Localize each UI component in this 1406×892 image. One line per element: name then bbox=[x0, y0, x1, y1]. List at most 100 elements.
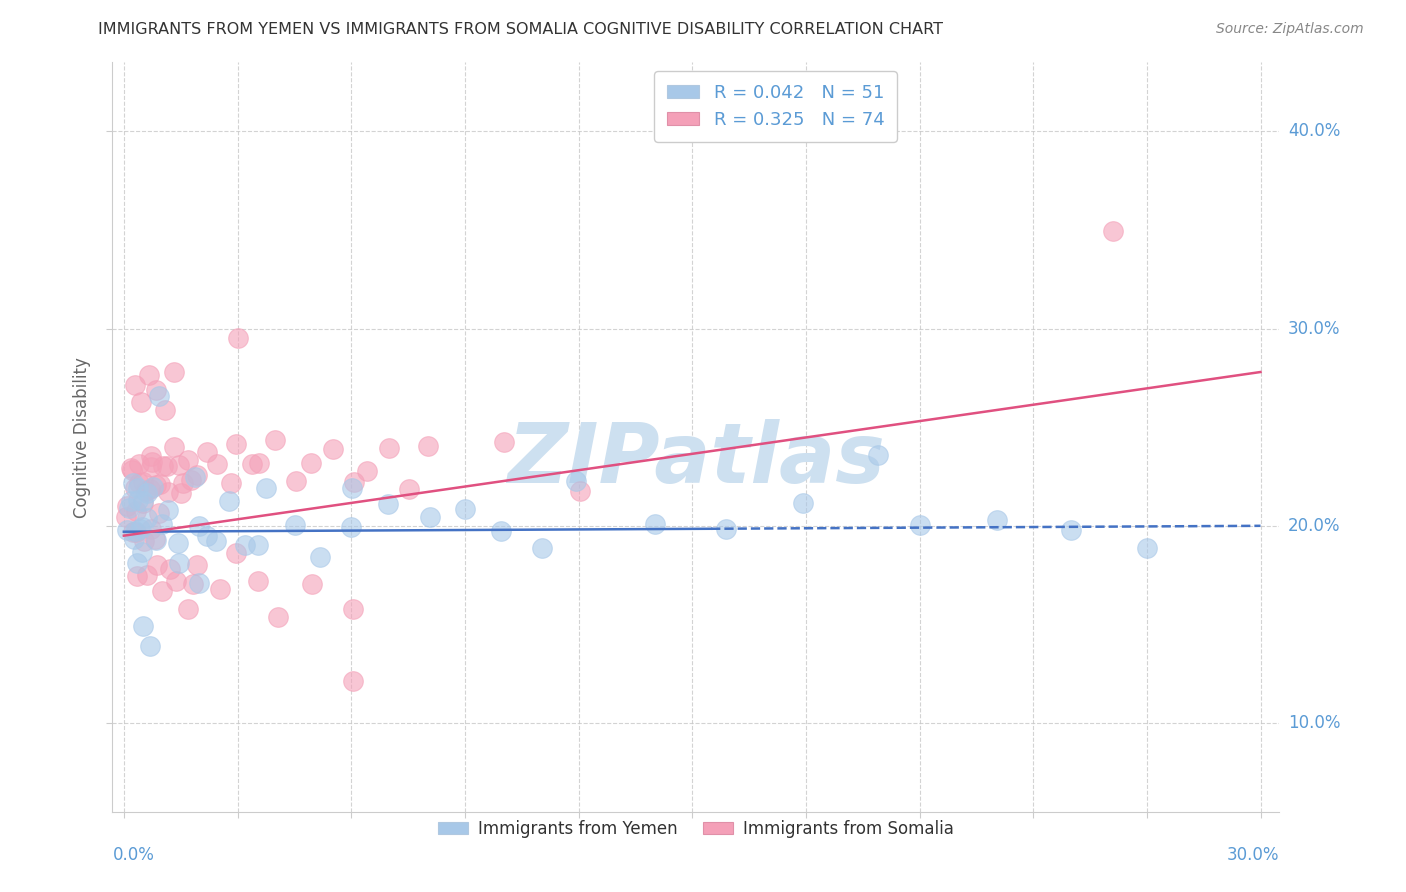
Point bbox=[205, 534, 228, 549]
Point bbox=[247, 539, 270, 553]
Point bbox=[308, 550, 330, 565]
Point bbox=[143, 532, 166, 546]
Point bbox=[342, 674, 364, 689]
Point bbox=[240, 457, 263, 471]
Point bbox=[124, 504, 146, 518]
Text: 10.0%: 10.0% bbox=[1288, 714, 1340, 732]
Point bbox=[149, 477, 172, 491]
Point bbox=[225, 437, 247, 451]
Point bbox=[148, 507, 170, 521]
Point bbox=[121, 463, 143, 477]
Point bbox=[155, 403, 177, 417]
Point bbox=[226, 331, 249, 345]
Text: 0.0%: 0.0% bbox=[112, 847, 155, 864]
Point bbox=[135, 484, 157, 499]
Point bbox=[132, 496, 155, 510]
Point bbox=[177, 602, 200, 616]
Point bbox=[145, 533, 167, 547]
Point bbox=[128, 457, 150, 471]
Point bbox=[792, 496, 814, 510]
Point bbox=[908, 518, 931, 533]
Y-axis label: Cognitive Disability: Cognitive Disability bbox=[73, 357, 91, 517]
Point bbox=[398, 482, 420, 496]
Point bbox=[299, 456, 322, 470]
Point bbox=[219, 476, 242, 491]
Point bbox=[141, 454, 163, 468]
Point bbox=[132, 475, 155, 490]
Point bbox=[125, 525, 148, 540]
Point bbox=[163, 365, 186, 379]
Point bbox=[247, 456, 270, 470]
Point bbox=[127, 481, 149, 495]
Point bbox=[263, 434, 285, 448]
Point bbox=[205, 457, 228, 471]
Point bbox=[180, 473, 202, 487]
Point bbox=[136, 510, 159, 524]
Text: 20.0%: 20.0% bbox=[1288, 516, 1340, 535]
Point bbox=[165, 574, 187, 588]
Point bbox=[124, 533, 146, 547]
Text: 40.0%: 40.0% bbox=[1288, 122, 1340, 140]
Point bbox=[138, 368, 160, 383]
Point bbox=[322, 442, 344, 456]
Point bbox=[233, 538, 256, 552]
Point bbox=[195, 529, 218, 543]
Point bbox=[339, 520, 361, 534]
Point bbox=[120, 461, 142, 475]
Point bbox=[454, 502, 477, 516]
Point bbox=[131, 619, 153, 633]
Point bbox=[419, 510, 441, 524]
Point bbox=[150, 584, 173, 599]
Point bbox=[145, 383, 167, 397]
Point bbox=[150, 516, 173, 531]
Point bbox=[195, 445, 218, 459]
Point bbox=[128, 475, 150, 490]
Point bbox=[177, 453, 200, 467]
Point bbox=[565, 474, 588, 488]
Point bbox=[163, 440, 186, 454]
Point bbox=[169, 557, 191, 571]
Point bbox=[569, 484, 592, 499]
Point bbox=[644, 516, 666, 531]
Point bbox=[170, 486, 193, 500]
Point bbox=[284, 518, 307, 533]
Point bbox=[117, 501, 139, 516]
Point bbox=[156, 458, 179, 473]
Point bbox=[254, 481, 277, 495]
Point bbox=[167, 536, 190, 550]
Point bbox=[131, 545, 153, 559]
Point bbox=[127, 493, 149, 508]
Point bbox=[340, 481, 363, 495]
Point bbox=[157, 484, 180, 499]
Point bbox=[188, 519, 211, 533]
Point bbox=[378, 442, 401, 456]
Point bbox=[120, 493, 142, 508]
Point bbox=[186, 558, 208, 572]
Point bbox=[342, 601, 364, 615]
Point bbox=[284, 474, 307, 488]
Point bbox=[1101, 224, 1123, 238]
Point bbox=[986, 513, 1008, 527]
Point bbox=[492, 434, 515, 449]
Point bbox=[115, 499, 138, 513]
Text: ZIPatlas: ZIPatlas bbox=[508, 419, 884, 500]
Legend: Immigrants from Yemen, Immigrants from Somalia: Immigrants from Yemen, Immigrants from S… bbox=[432, 814, 960, 845]
Point bbox=[167, 458, 190, 472]
Point bbox=[377, 497, 399, 511]
Point bbox=[145, 478, 167, 492]
Point bbox=[1060, 523, 1083, 537]
Text: IMMIGRANTS FROM YEMEN VS IMMIGRANTS FROM SOMALIA COGNITIVE DISABILITY CORRELATIO: IMMIGRANTS FROM YEMEN VS IMMIGRANTS FROM… bbox=[98, 22, 943, 37]
Point bbox=[356, 464, 378, 478]
Point bbox=[208, 582, 231, 596]
Text: Source: ZipAtlas.com: Source: ZipAtlas.com bbox=[1216, 22, 1364, 37]
Point bbox=[159, 562, 181, 576]
Text: 30.0%: 30.0% bbox=[1227, 847, 1279, 864]
Text: 30.0%: 30.0% bbox=[1288, 319, 1340, 338]
Point bbox=[139, 522, 162, 536]
Point bbox=[136, 567, 159, 582]
Point bbox=[124, 377, 146, 392]
Point bbox=[186, 467, 208, 482]
Point bbox=[139, 640, 162, 654]
Point bbox=[531, 541, 554, 556]
Point bbox=[121, 475, 143, 490]
